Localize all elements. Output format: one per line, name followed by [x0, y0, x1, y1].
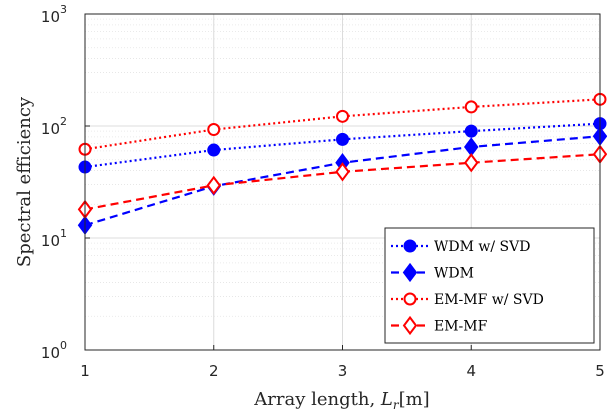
x-tick-label: 1	[80, 362, 90, 380]
data-point	[464, 153, 479, 173]
series-line	[84, 122, 601, 169]
x-axis-label: Array length, Lr[m]	[253, 389, 429, 412]
series-3	[78, 92, 607, 156]
y-axis-label: Spectral efficiency	[14, 96, 35, 267]
legend-entry: EM-MF w/ SVD	[391, 292, 544, 308]
data-point	[336, 109, 349, 123]
legend-box	[384, 227, 595, 344]
data-point	[336, 132, 349, 146]
legend-entry: WDM w/ SVD	[391, 239, 530, 255]
legend-marker	[403, 239, 417, 253]
data-point	[464, 100, 478, 114]
legend-label: WDM	[434, 266, 474, 282]
series-1	[78, 117, 607, 174]
series-4	[77, 144, 607, 220]
data-point	[464, 124, 478, 138]
legend-marker	[403, 292, 417, 306]
x-tick-labels: 1 2 3 4 5	[80, 345, 605, 380]
data-point	[206, 175, 221, 196]
legend-label: EM-MF	[434, 319, 488, 335]
legend-marker	[402, 315, 418, 336]
legend-label: EM-MF w/ SVD	[434, 292, 544, 308]
y-tick-label: 100	[41, 339, 67, 362]
data-point	[207, 143, 221, 157]
y-tick-label: 103	[41, 3, 67, 26]
x-tick-label: 4	[466, 362, 476, 380]
data-point	[335, 162, 350, 182]
x-tick-label: 2	[209, 362, 219, 380]
legend-entry: WDM	[391, 262, 474, 283]
data-point	[207, 123, 221, 137]
x-tick-label: 5	[595, 362, 605, 380]
y-tick-labels: 100 101 102 103	[41, 3, 90, 362]
series-line	[84, 98, 601, 151]
legend: WDM w/ SVD WDM EM-MF w/ SVD EM-MF	[384, 227, 595, 344]
legend-label: WDM w/ SVD	[434, 239, 530, 255]
x-tick-label: 3	[338, 362, 348, 380]
legend-marker	[402, 262, 418, 283]
y-tick-label: 102	[41, 115, 67, 138]
y-tick-label: 101	[41, 227, 67, 250]
legend-entry: EM-MF	[391, 315, 488, 336]
